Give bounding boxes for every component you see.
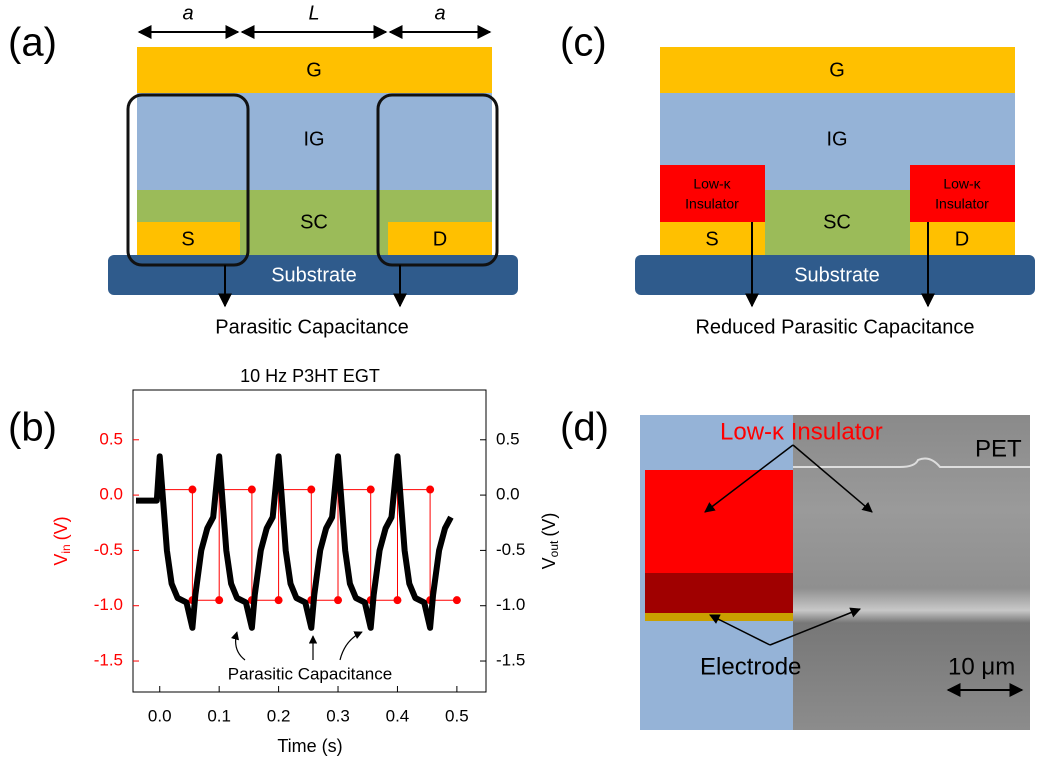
dimension-label: L [308, 2, 319, 24]
y-tick-label: -0.5 [94, 540, 123, 559]
layer-label: SC [300, 211, 328, 233]
y-tick-label: -1.5 [94, 651, 123, 670]
data-point [367, 486, 375, 494]
low-k-region [645, 470, 793, 573]
layer-label: IG [826, 128, 847, 150]
data-point [248, 486, 256, 494]
data-point [426, 486, 434, 494]
low-k-insulator [910, 165, 1015, 222]
y2-axis-label: Vout(V) [539, 513, 561, 570]
y2-tick-label: -0.5 [496, 540, 525, 559]
caption: Parasitic Capacitance [215, 316, 408, 338]
panel-label: (b) [8, 406, 57, 450]
series-line [136, 456, 451, 627]
data-point [275, 596, 283, 604]
layer-label: G [829, 59, 845, 81]
overlay-label: Low-κ Insulator [720, 418, 883, 445]
overlay-label: Electrode [700, 653, 801, 680]
y2-tick-label: 0.5 [496, 429, 520, 448]
caption: Reduced Parasitic Capacitance [695, 316, 974, 338]
layer-label: SC [823, 211, 851, 233]
y-tick-label: -1.0 [94, 595, 123, 614]
figure: (a) a L a G IG SC S D Substrate Parasiti… [0, 0, 1037, 767]
x-tick-label: 0.3 [326, 706, 350, 725]
x-tick-label: 0.1 [207, 706, 231, 725]
panel-d: (d) Low-κ Insulator PET Electrode 10 μm [560, 406, 1030, 730]
layer-label: G [306, 59, 322, 81]
data-point [453, 596, 461, 604]
data-point [188, 486, 196, 494]
plot-frame [133, 390, 486, 692]
annotation-arrow [236, 632, 245, 660]
data-point [334, 596, 342, 604]
layer-label: D [433, 228, 447, 250]
data-point [307, 486, 315, 494]
x-tick-label: 0.2 [267, 706, 291, 725]
layer-label: S [705, 228, 718, 250]
layer-label: Insulator [935, 196, 989, 212]
x-tick-label: 0.5 [445, 706, 469, 725]
x-axis-label: Time (s) [277, 736, 342, 756]
layer-label: Substrate [794, 264, 880, 286]
panel-a: (a) a L a G IG SC S D Substrate Parasiti… [8, 2, 518, 338]
layer-label: S [181, 228, 194, 250]
layer-label: Low-κ [693, 176, 731, 192]
layer-label: Insulator [685, 196, 739, 212]
layer-label: D [955, 228, 969, 250]
y2-tick-label: -1.0 [496, 595, 525, 614]
panel-label: (a) [8, 21, 57, 65]
chart-title: 10 Hz P3HT EGT [240, 366, 380, 386]
layer-label: Substrate [271, 264, 357, 286]
annotation: Parasitic Capacitance [228, 664, 392, 683]
low-k-region-dark [645, 573, 793, 613]
panel-b: (b) 10 Hz P3HT EGT Time (s) Vin(V) Vout(… [8, 366, 561, 756]
layer-label: Low-κ [943, 176, 981, 192]
y2-tick-label: -1.5 [496, 651, 525, 670]
layer-label: IG [303, 128, 324, 150]
y2-tick-label: 0.0 [496, 485, 520, 504]
data-point [215, 596, 223, 604]
y-axis-label: Vin(V) [51, 516, 73, 565]
panel-c: (c) G IG Low-κ Insulator Low-κ Insulator… [560, 21, 1035, 339]
x-tick-label: 0.4 [386, 706, 410, 725]
y-tick-label: 0.5 [99, 429, 123, 448]
dimension-label: a [182, 2, 193, 24]
dimension-label: a [434, 2, 445, 24]
panel-label: (c) [560, 21, 607, 65]
data-point [393, 596, 401, 604]
x-tick-label: 0.0 [148, 706, 172, 725]
overlay-label: PET [975, 435, 1022, 462]
panel-label: (d) [560, 406, 609, 450]
low-k-insulator [660, 165, 765, 222]
scale-label: 10 μm [948, 653, 1015, 680]
annotation-arrow [340, 632, 362, 660]
y-tick-label: 0.0 [99, 485, 123, 504]
